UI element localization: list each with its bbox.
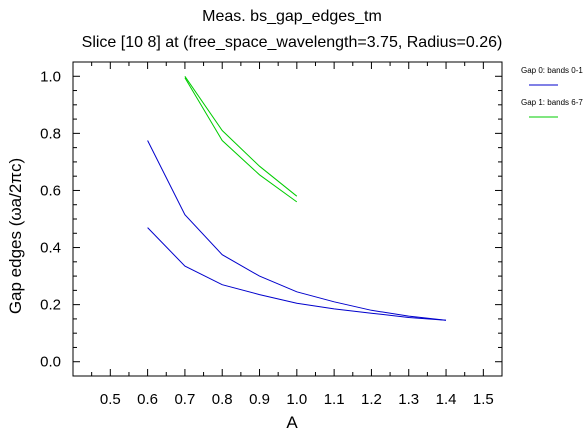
x-tick-label-8: 1.3 bbox=[398, 391, 419, 408]
series-1-line-0 bbox=[184, 76, 298, 197]
y-tick-label-0: 0.0 bbox=[40, 354, 61, 371]
y-tick-label-5: 1.0 bbox=[40, 68, 61, 85]
x-axis-label: A bbox=[286, 413, 298, 432]
series-1-line-1 bbox=[184, 77, 298, 203]
x-tick-label-10: 1.5 bbox=[473, 391, 494, 408]
x-tick-label-5: 1.0 bbox=[286, 391, 307, 408]
y-tick-label-4: 0.8 bbox=[40, 125, 61, 142]
y-tick-label-1: 0.2 bbox=[40, 297, 61, 314]
axis-ticks: 0.5 0.6 0.7 0.8 0.9 1.0 1.1 1.2 1.3 1.4 1.5 0.0 0.2 0… bbox=[40, 61, 503, 408]
legend-label-0: Gap 0: bands 0-1 bbox=[521, 66, 583, 75]
legend-label-1: Gap 1: bands 6-7 bbox=[521, 98, 583, 107]
plot-frame bbox=[72, 61, 503, 377]
x-tick-label-7: 1.2 bbox=[361, 391, 382, 408]
chart-title: Meas. bs_gap_edges_tm bbox=[202, 8, 382, 25]
series-lines bbox=[147, 76, 447, 321]
x-tick-label-6: 1.1 bbox=[324, 391, 345, 408]
legend: Gap 0: bands 0-1 Gap 1: bands 6-7 bbox=[521, 66, 583, 118]
x-tick-label-1: 0.6 bbox=[137, 391, 158, 408]
x-tick-label-3: 0.8 bbox=[212, 391, 233, 408]
y-tick-label-2: 0.4 bbox=[40, 240, 61, 257]
x-tick-label-4: 0.9 bbox=[249, 391, 270, 408]
series-0-line-0 bbox=[147, 140, 447, 321]
chart-subtitle: Slice [10 8] at (free_space_wavelength=3… bbox=[82, 34, 503, 51]
x-tick-label-9: 1.4 bbox=[436, 391, 457, 408]
series-0-line-1 bbox=[147, 227, 447, 321]
x-tick-label-0: 0.5 bbox=[100, 391, 121, 408]
y-axis-label: Gap edges (ωa/2πc) bbox=[6, 158, 25, 314]
x-tick-label-2: 0.7 bbox=[174, 391, 195, 408]
y-tick-label-3: 0.6 bbox=[40, 182, 61, 199]
